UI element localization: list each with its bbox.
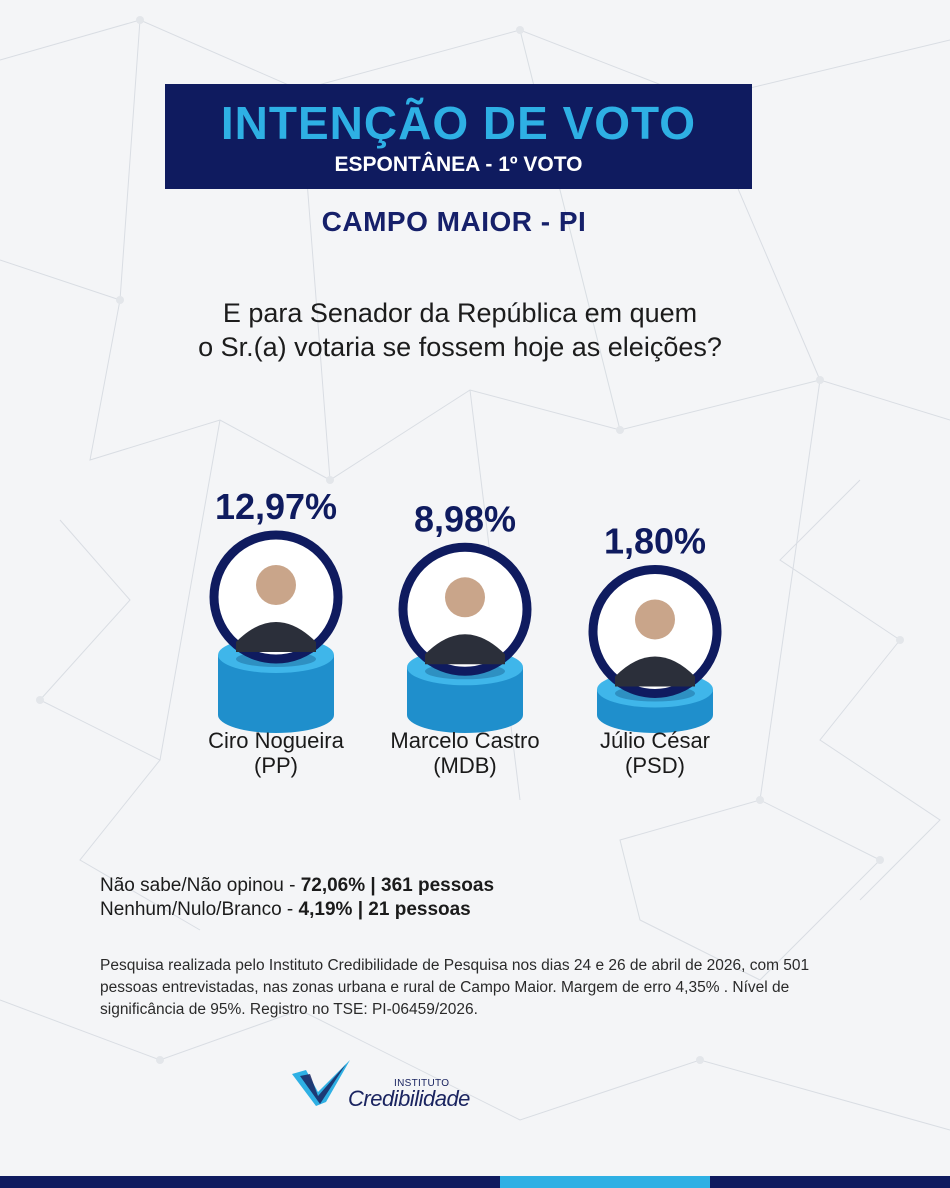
dont-know-value: 72,06% | 361 pessoas [300, 875, 495, 896]
logo-big-text: Credibilidade [348, 1086, 470, 1111]
portrait-head-icon [445, 577, 485, 618]
candidate-name-text: Júlio César [599, 728, 711, 753]
checkmark-logo-icon [292, 1060, 350, 1106]
candidate-party-text: (MDB) [433, 753, 497, 778]
none-label: Nenhum/Nulo/Branco - [100, 899, 299, 920]
candidate-party-text: (PSD) [625, 753, 685, 778]
pedestal-side [218, 655, 334, 733]
none-row: Nenhum/Nulo/Branco - 4,19% | 21 pessoas [100, 898, 494, 922]
methodology-note: Pesquisa realizada pelo Instituto Credib… [100, 957, 810, 1018]
location-label: CAMPO MAIOR - PI [321, 206, 587, 237]
logo-small-text: INSTITUTO [394, 1078, 450, 1089]
portrait-head-icon [635, 599, 675, 640]
candidate-name: Júlio César (PSD) [555, 728, 755, 778]
bottom-color-bar [0, 1176, 950, 1188]
question-line-1: E para Senador da República em quem [222, 298, 698, 328]
dont-know-label: Não sabe/Não opinou - [100, 875, 301, 896]
candidate-bar: 8,98% [398, 498, 532, 733]
chart-subtitle: ESPONTÂNEA - 1º VOTO [334, 153, 583, 176]
dont-know-row: Não sabe/Não opinou - 72,06% | 361 pesso… [100, 874, 494, 898]
institute-logo: INSTITUTO Credibilidade [290, 1056, 470, 1112]
value-label: 12,97% [215, 486, 337, 527]
portrait-body-icon [236, 622, 316, 652]
pedestal-side [407, 667, 523, 733]
chart-title: INTENÇÃO DE VOTO [220, 97, 697, 149]
candidate-name: Marcelo Castro (MDB) [365, 728, 565, 778]
none-value: 4,19% | 21 pessoas [298, 899, 471, 920]
candidate-chart: 12,97% 8,98% 1,80% [209, 486, 722, 733]
candidate-name: Ciro Nogueira (PP) [176, 728, 376, 778]
other-responses: Não sabe/Não opinou - 72,06% | 361 pesso… [100, 874, 494, 922]
candidate-name-text: Marcelo Castro [390, 728, 540, 753]
portrait-body-icon [615, 656, 695, 687]
value-label: 8,98% [414, 498, 516, 539]
title-banner: INTENÇÃO DE VOTO ESPONTÂNEA - 1º VOTO [165, 84, 752, 189]
value-label: 1,80% [604, 520, 706, 561]
candidate-name-text: Ciro Nogueira [208, 728, 344, 753]
survey-question: E para Senador da República em quem o Sr… [0, 296, 920, 364]
candidate-bar: 12,97% [209, 486, 343, 733]
portrait-body-icon [425, 634, 505, 665]
portrait-head-icon [256, 565, 296, 605]
question-line-2: o Sr.(a) votaria se fossem hoje as eleiç… [198, 332, 722, 362]
candidate-party-text: (PP) [254, 753, 298, 778]
candidate-bar: 1,80% [588, 520, 722, 733]
